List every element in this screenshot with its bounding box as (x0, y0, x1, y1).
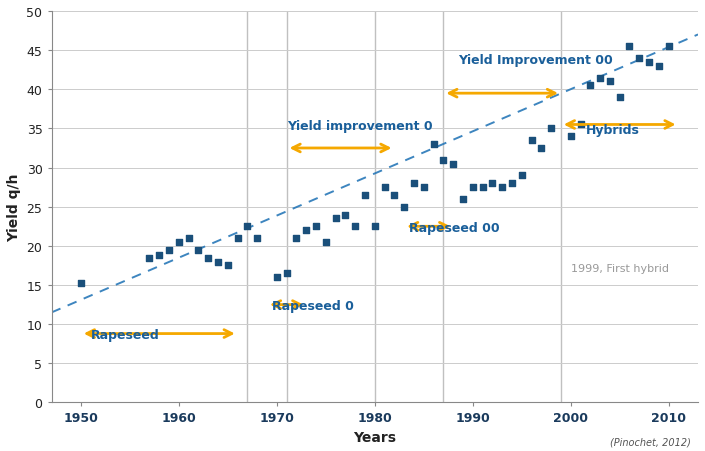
Text: Rapeseed 00: Rapeseed 00 (409, 221, 500, 235)
Point (614, 94, 625, 101)
Point (252, 235, 263, 242)
Point (281, 270, 293, 277)
Point (369, 223, 381, 230)
Point (330, 216, 341, 223)
Point (644, 59, 655, 66)
Point (300, 227, 312, 235)
Point (144, 254, 155, 262)
Point (506, 180, 517, 188)
Point (232, 235, 243, 242)
Point (526, 137, 537, 144)
Point (654, 63, 665, 70)
Point (428, 141, 439, 148)
Text: Yield Improvement 00: Yield Improvement 00 (458, 54, 613, 67)
Point (388, 192, 400, 199)
Point (398, 204, 410, 211)
Text: Rapeseed: Rapeseed (91, 329, 159, 342)
Point (546, 125, 557, 133)
Text: Hybrids: Hybrids (585, 124, 639, 137)
Point (594, 75, 606, 82)
Point (536, 145, 547, 152)
Point (271, 274, 283, 281)
Point (624, 43, 635, 51)
Point (242, 223, 253, 230)
Text: 1999, First hybrid: 1999, First hybrid (571, 264, 669, 274)
Text: (Pinochet, 2012): (Pinochet, 2012) (610, 437, 691, 446)
Point (193, 247, 204, 254)
Point (634, 55, 645, 62)
Point (310, 223, 321, 230)
Point (340, 212, 351, 219)
Point (320, 239, 331, 246)
Point (458, 196, 469, 203)
Point (565, 133, 577, 141)
Point (164, 247, 175, 254)
Point (418, 184, 429, 191)
Point (212, 258, 223, 266)
Y-axis label: Yield q/h: Yield q/h (7, 173, 21, 241)
Point (604, 78, 615, 86)
Text: Yield improvement 0: Yield improvement 0 (287, 120, 432, 133)
Point (360, 192, 371, 199)
Point (663, 43, 674, 51)
Point (173, 239, 185, 246)
Point (448, 161, 459, 168)
Point (350, 223, 361, 230)
Point (467, 184, 479, 191)
Text: Rapeseed 0: Rapeseed 0 (272, 300, 354, 313)
Point (486, 180, 498, 188)
Point (477, 184, 488, 191)
Point (516, 172, 527, 179)
X-axis label: Years: Years (353, 430, 396, 444)
Point (290, 235, 302, 242)
Point (202, 254, 214, 262)
Point (154, 252, 165, 259)
Point (575, 122, 586, 129)
Point (438, 157, 449, 164)
Point (183, 235, 195, 242)
Point (222, 262, 233, 269)
Point (584, 83, 596, 90)
Point (379, 184, 391, 191)
Point (408, 180, 419, 188)
Point (75, 280, 87, 287)
Point (496, 184, 508, 191)
